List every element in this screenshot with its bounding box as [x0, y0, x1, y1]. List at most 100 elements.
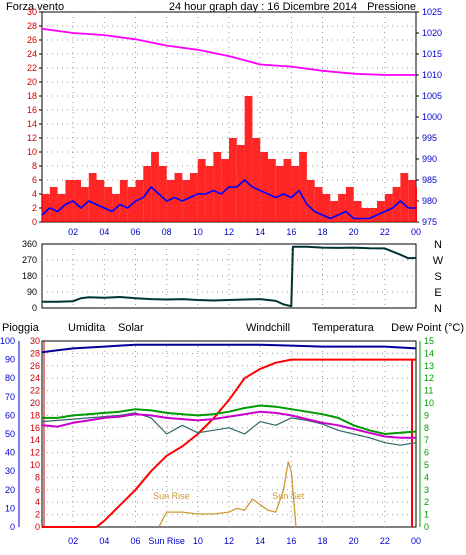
direction-tick-label: 90: [27, 287, 37, 297]
wind-gust-bar: [299, 152, 307, 222]
sunrise-label: Sun Rise: [153, 491, 190, 501]
legend-temperature: Temperatura: [312, 322, 375, 334]
temp-x-tick-label: 16: [286, 536, 296, 546]
wind-gust-bar: [205, 166, 214, 222]
wind-gust-bar: [322, 194, 331, 222]
wind-x-tick-label: 00: [411, 227, 421, 237]
temp-tick-label: 15: [424, 336, 434, 346]
rain-tick-label: 24: [30, 373, 40, 383]
wind-gust-bar: [174, 173, 183, 222]
legend-rain: Pioggia: [2, 322, 40, 334]
wind-gust-bar: [166, 180, 175, 222]
wind-x-tick-label: 10: [193, 227, 203, 237]
temp-tick-label: 10: [424, 398, 434, 408]
wind-gust-bar: [73, 180, 81, 222]
wind-gust-bar: [42, 194, 50, 222]
temp-x-tick-label: 00: [411, 536, 421, 546]
wind-gust-bar: [96, 180, 105, 222]
humidity-line: [41, 343, 417, 354]
direction-tick-label: 270: [22, 255, 37, 265]
wind-tick-label: 24: [27, 49, 37, 59]
wind-gust-bar: [260, 152, 268, 222]
temp-x-tick-label: Sun Rise: [148, 536, 185, 546]
wind-tick-label: 12: [27, 133, 37, 143]
wind-average-line: [41, 179, 416, 220]
wind-gust-bar: [400, 173, 409, 222]
wind-tick-label: 0: [32, 217, 37, 227]
chart-title: 24 hour graph day : 16 Dicembre 2014: [169, 1, 357, 13]
pressure-tick-label: 985: [422, 175, 437, 185]
pressure-tick-label: 1000: [422, 112, 442, 122]
wind-x-tick-label: 08: [162, 227, 172, 237]
temp-x-tick-label: 06: [130, 536, 140, 546]
humidity-tick-label: 70: [5, 392, 15, 402]
wind-gust-bar: [361, 208, 370, 222]
temp-tick-label: 2: [424, 497, 429, 507]
wind-tick-label: 20: [27, 77, 37, 87]
rain-tick-label: 0: [35, 522, 40, 532]
rain-tick-label: 14: [30, 435, 40, 445]
wind-direction-line: [42, 245, 417, 308]
legend-dewpoint: Dew Point (°C): [391, 322, 464, 334]
wind-gust-bar: [229, 138, 237, 222]
wind-gust-bar: [197, 159, 206, 222]
humidity-tick-label: 90: [5, 355, 15, 365]
temp-x-tick-label: 04: [99, 536, 109, 546]
humidity-tick-label: 10: [5, 503, 15, 513]
wind-gust-bar: [104, 187, 113, 222]
compass-label: W: [433, 255, 444, 267]
humidity-tick-label: 40: [5, 448, 15, 458]
wind-gust-bar: [244, 96, 253, 222]
wind-axis-label: Forza vento: [6, 1, 64, 13]
windchill-line: [41, 412, 417, 446]
wind-gust-bar: [283, 159, 292, 222]
pressure-tick-label: 1005: [422, 91, 442, 101]
direction-tick-label: 0: [32, 303, 37, 313]
temp-tick-label: 4: [424, 472, 429, 482]
wind-gust-bar: [314, 187, 323, 222]
temp-plot-frame: [41, 340, 417, 528]
rain-tick-label: 18: [30, 410, 40, 420]
wind-gust-bar: [306, 180, 315, 222]
wind-x-tick-label: 06: [130, 227, 140, 237]
rain-tick-label: 16: [30, 423, 40, 433]
wind-gust-bar: [384, 194, 393, 222]
temp-tick-label: 13: [424, 361, 434, 371]
wind-gust-bar: [143, 166, 152, 222]
temp-tick-label: 12: [424, 373, 434, 383]
wind-gust-bar: [338, 194, 346, 222]
wind-tick-label: 4: [32, 189, 37, 199]
wind-x-tick-label: 04: [99, 227, 109, 237]
wind-gust-bar: [88, 173, 97, 222]
wind-gust-bar: [252, 138, 261, 222]
wind-gust-bar: [119, 180, 128, 222]
wind-x-tick-label: 16: [286, 227, 296, 237]
wind-gust-bar: [377, 201, 385, 222]
wind-x-tick-label: 14: [255, 227, 265, 237]
rain-tick-label: 30: [30, 336, 40, 346]
temp-x-tick-label: 20: [349, 536, 359, 546]
wind-pressure-panel: 0246810121416182022242628309759809859909…: [27, 7, 442, 237]
wind-gust-bar: [408, 180, 416, 222]
rain-tick-label: 20: [30, 398, 40, 408]
temp-tick-label: 5: [424, 460, 429, 470]
wind-gust-bar: [49, 187, 58, 222]
pressure-tick-label: 975: [422, 217, 437, 227]
temp-x-tick-label: 12: [224, 536, 234, 546]
temp-tick-label: 9: [424, 410, 429, 420]
wind-tick-label: 18: [27, 91, 37, 101]
pressure-tick-label: 995: [422, 133, 437, 143]
temperature-rain-panel: 0102030405060708090100024681012141618202…: [0, 336, 434, 546]
pressure-tick-label: 1020: [422, 28, 442, 38]
wind-tick-label: 30: [27, 7, 37, 17]
wind-x-tick-label: 18: [317, 227, 327, 237]
pressure-tick-label: 1010: [422, 70, 442, 80]
compass-label: N: [434, 303, 442, 315]
legend-windchill: Windchill: [246, 322, 290, 334]
rain-tick-label: 12: [30, 448, 40, 458]
humidity-tick-label: 30: [5, 466, 15, 476]
wind-gust-bar: [213, 152, 222, 222]
